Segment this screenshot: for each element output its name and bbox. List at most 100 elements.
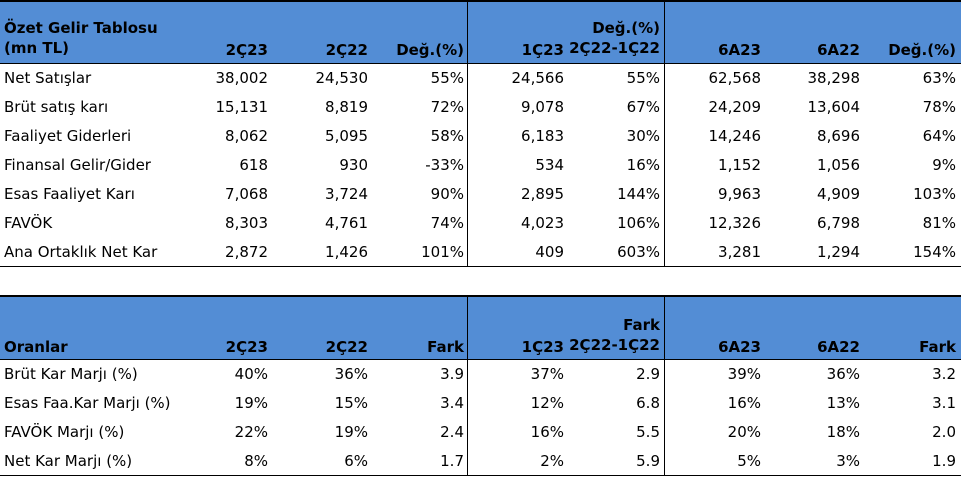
table-cell: 1,426 <box>325 243 368 261</box>
header-6m23: 6A23 <box>718 41 761 59</box>
table-cell: 55% <box>626 69 660 87</box>
table-cell: 409 <box>535 243 564 261</box>
header-2q22: 2Ç22 <box>325 41 368 59</box>
table-cell: 6,183 <box>521 127 564 145</box>
table-cell: 78% <box>922 98 956 116</box>
ratios-table: Oranlar 2Ç23 2Ç22 Fark 1Ç23 Fark 2Ç22-1Ç… <box>0 295 961 476</box>
table-cell: 15,131 <box>215 98 269 116</box>
table-cell: 8,062 <box>225 127 268 145</box>
row-label: Brüt satış karı <box>4 98 109 116</box>
income-statement-body: Net Satışlar 38,002 24,530 55% 24,566 55% 62,5… <box>0 64 961 267</box>
table-cell: 14,246 <box>708 127 762 145</box>
ratios-header-diff-qoq: Fark 2Ç22-1Ç22 <box>569 316 660 354</box>
header-change-6m: Değ.(%) <box>888 41 956 59</box>
table-cell: 38,002 <box>215 69 269 87</box>
table-cell: 64% <box>922 127 956 145</box>
table-cell: 4,761 <box>325 214 368 232</box>
table-cell: 106% <box>617 214 660 232</box>
row-label: FAVÖK <box>4 214 53 232</box>
table-cell: 18% <box>826 423 860 441</box>
ratios-header-2q22: 2Ç22 <box>325 338 368 356</box>
table-cell: 6,798 <box>817 214 860 232</box>
row-label: Net Kar Marjı (%) <box>4 452 133 470</box>
row-label: Faaliyet Giderleri <box>4 127 132 145</box>
table-cell: 74% <box>430 214 464 232</box>
table-cell: 5.5 <box>636 423 660 441</box>
row-label: FAVÖK Marjı (%) <box>4 423 125 441</box>
table-cell: 3.1 <box>932 394 956 412</box>
table-cell: 3,281 <box>718 243 761 261</box>
header-2q23: 2Ç23 <box>225 41 268 59</box>
table-cell: 2.0 <box>932 423 956 441</box>
table-cell: 1.9 <box>932 452 956 470</box>
table-row: Net Satışlar 38,002 24,530 55% 24,566 55% 62,5… <box>0 64 961 93</box>
table-cell: 24,209 <box>708 98 762 116</box>
table-cell: 2% <box>540 452 564 470</box>
table-cell: 2,872 <box>225 243 268 261</box>
table-cell: 4,023 <box>521 214 564 232</box>
table-cell: 38,298 <box>807 69 861 87</box>
table-cell: 13% <box>826 394 860 412</box>
table-cell: 1,152 <box>718 156 761 174</box>
table-cell: 12,326 <box>708 214 762 232</box>
table-cell: 603% <box>617 243 660 261</box>
table-cell: 72% <box>430 98 464 116</box>
table-cell: 2.4 <box>440 423 464 441</box>
table-cell: 3.2 <box>932 365 956 383</box>
table-cell: 24,566 <box>511 69 565 87</box>
ratios-header: Oranlar 2Ç23 2Ç22 Fark 1Ç23 Fark 2Ç22-1Ç… <box>0 295 961 360</box>
table-cell: 8,819 <box>325 98 368 116</box>
table-cell: 8% <box>244 452 268 470</box>
table-cell: 37% <box>530 365 564 383</box>
header-1q23: 1Ç23 <box>521 41 564 59</box>
table-cell: 40% <box>234 365 268 383</box>
row-label: Ana Ortaklık Net Kar <box>4 243 158 261</box>
table-cell: 12% <box>530 394 564 412</box>
table-cell: 63% <box>922 69 956 87</box>
ratios-header-6m23: 6A23 <box>718 338 761 356</box>
income-statement-header: Özet Gelir Tablosu (mn TL) 2Ç23 2Ç22 Değ… <box>0 0 961 64</box>
row-label: Esas Faa.Kar Marjı (%) <box>4 394 171 412</box>
table-row: Net Kar Marjı (%) 8% 6% 1.7 2% 5.9 5% 3% 1.9 <box>0 447 961 476</box>
header-change-qoq: Değ.(%) 2Ç22-1Ç22 <box>569 19 660 57</box>
table-cell: 81% <box>922 214 956 232</box>
table-cell: 16% <box>727 394 761 412</box>
table-cell: -33% <box>425 156 464 174</box>
table-cell: 67% <box>626 98 660 116</box>
table-cell: 1,294 <box>817 243 860 261</box>
table-cell: 36% <box>826 365 860 383</box>
table-cell: 39% <box>727 365 761 383</box>
table-cell: 58% <box>430 127 464 145</box>
table-cell: 15% <box>334 394 368 412</box>
table-row: Esas Faaliyet Karı 7,068 3,724 90% 2,895 144%… <box>0 180 961 209</box>
table-cell: 9,963 <box>718 185 761 203</box>
ratios-body: Brüt Kar Marjı (%) 40% 36% 3.9 37% 2.9 39% 36% 3… <box>0 360 961 476</box>
table-cell: 930 <box>339 156 368 174</box>
table-cell: 1.7 <box>440 452 464 470</box>
table-cell: 36% <box>334 365 368 383</box>
table-cell: 3.4 <box>440 394 464 412</box>
table-cell: 2,895 <box>521 185 564 203</box>
ratios-header-2q23: 2Ç23 <box>225 338 268 356</box>
table-cell: 5,095 <box>325 127 368 145</box>
table-cell: 24,530 <box>315 69 369 87</box>
ratios-header-diff: Fark <box>427 338 464 356</box>
table-cell: 90% <box>430 185 464 203</box>
table-row: Brüt Kar Marjı (%) 40% 36% 3.9 37% 2.9 39% 36% 3… <box>0 360 961 389</box>
table-cell: 22% <box>234 423 268 441</box>
table-cell: 19% <box>334 423 368 441</box>
table-row: FAVÖK 8,303 4,761 74% 4,023 106% 12,326 6,798 81… <box>0 209 961 238</box>
table-cell: 3,724 <box>325 185 368 203</box>
table-cell: 103% <box>913 185 956 203</box>
table-cell: 62,568 <box>708 69 762 87</box>
table-cell: 3% <box>836 452 860 470</box>
row-label: Finansal Gelir/Gider <box>4 156 151 174</box>
table-row: Brüt satış karı 15,131 8,819 72% 9,078 67% 24,… <box>0 93 961 122</box>
table-cell: 5.9 <box>636 452 660 470</box>
table-row: FAVÖK Marjı (%) 22% 19% 2.4 16% 5.5 20% 18% 2.0 <box>0 418 961 447</box>
table-cell: 618 <box>239 156 268 174</box>
table-row: Finansal Gelir/Gider 618 930 -33% 534 16% 1,15… <box>0 151 961 180</box>
ratios-header-title: Oranlar <box>4 338 68 356</box>
ratios-header-diff-6m: Fark <box>919 338 956 356</box>
table-cell: 5% <box>737 452 761 470</box>
